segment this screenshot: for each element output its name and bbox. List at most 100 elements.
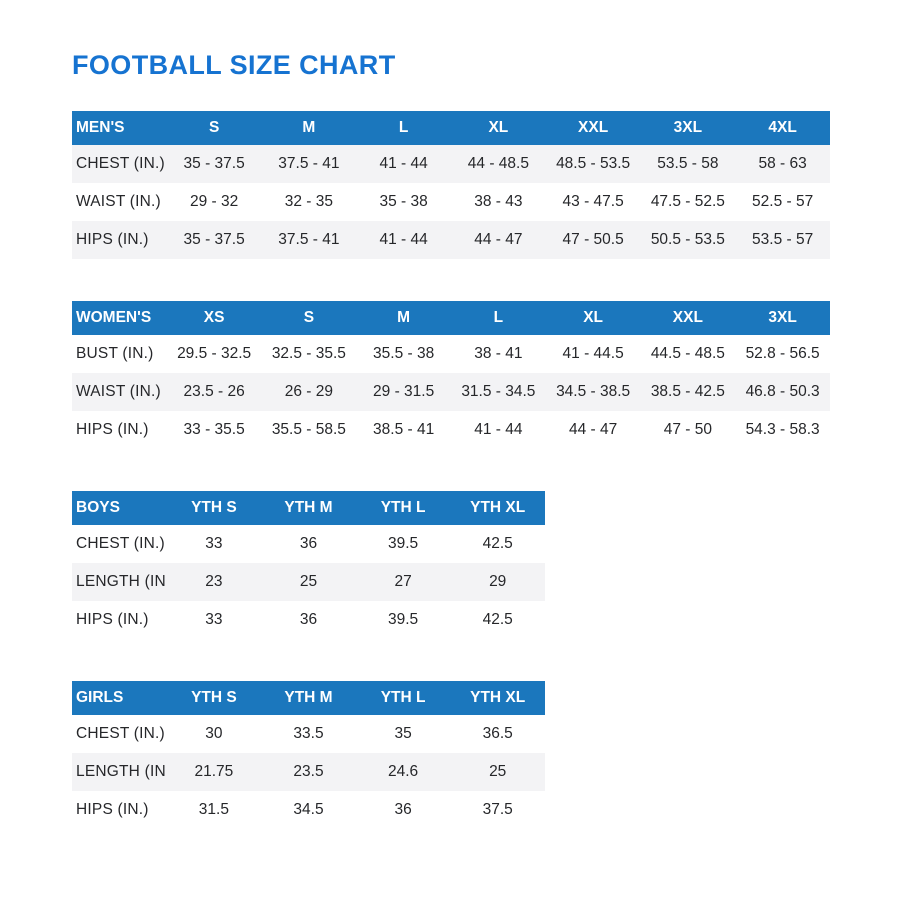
cell-value: 32.5 - 35.5 — [271, 345, 346, 362]
cell-value: 37.5 - 41 — [261, 145, 357, 183]
girls-column-header: YTH M — [261, 681, 356, 715]
mens-column-header: XL — [451, 111, 546, 145]
cell-value: 44 - 48.5 — [451, 145, 546, 183]
cell-value: 31.5 — [198, 801, 229, 818]
cell-value: 47 - 50.5 — [545, 221, 641, 259]
mens-table-title: MEN'S — [72, 111, 167, 145]
womens-table-title: WOMEN'S — [72, 301, 167, 335]
womens-column-header: M — [356, 301, 451, 335]
cell-value: 33 — [205, 535, 223, 552]
girls-column-header: YTH XL — [450, 681, 545, 715]
cell-value: 31.5 - 34.5 — [451, 373, 546, 411]
cell-value: 34.5 - 38.5 — [545, 373, 641, 411]
cell-value: 58 - 63 — [735, 145, 830, 183]
mens-column-header: M — [261, 111, 357, 145]
cell-value: 39.5 — [387, 535, 419, 552]
girls-header-row: GIRLS YTH S YTH M YTH L YTH XL — [72, 681, 545, 715]
cell-value: 35 - 37.5 — [166, 221, 262, 259]
cell-value: 53.5 - 58 — [640, 145, 736, 183]
cell-value: 47 - 50 — [663, 421, 712, 438]
cell-value: 50.5 - 53.5 — [640, 221, 736, 259]
table-row: CHEST (IN.) 35 - 37.5 37.5 - 41 41 - 44 44 -… — [72, 145, 830, 183]
cell-value: 36 — [394, 801, 412, 818]
cell-value: 46.8 - 50.3 — [735, 373, 830, 411]
cell-value: 25 — [261, 563, 356, 601]
cell-value: 39.5 — [387, 611, 419, 628]
womens-column-header: L — [451, 301, 546, 335]
girls-size-table: GIRLS YTH S YTH M YTH L YTH XL CHEST (IN.) 30 3… — [72, 681, 545, 829]
cell-value: 36 — [299, 611, 318, 628]
cell-value: 38 - 41 — [474, 345, 523, 362]
row-label: CHEST (IN.) — [76, 725, 165, 742]
cell-value: 52.5 - 57 — [752, 193, 814, 210]
womens-column-header: 3XL — [735, 301, 830, 335]
table-row: HIPS (IN.) 31.5 34.5 36 37.5 — [72, 791, 545, 829]
table-row: CHEST (IN.) 33 36 39.5 42.5 — [72, 525, 545, 563]
cell-value: 23.5 — [261, 753, 356, 791]
table-row: LENGTH (IN.) 21.75 23.5 24.6 25 — [72, 753, 545, 791]
cell-value: 23 — [166, 563, 262, 601]
womens-header-row: WOMEN'S XS S M L XL XXL 3XL — [72, 301, 830, 335]
womens-column-header: XXL — [640, 301, 736, 335]
cell-value: 54.3 - 58.3 — [745, 421, 820, 438]
table-row: BUST (IN.) 29.5 - 32.5 32.5 - 35.5 35.5 - 3… — [72, 335, 830, 373]
cell-value: 23.5 - 26 — [166, 373, 262, 411]
cell-value: 32 - 35 — [284, 193, 333, 210]
womens-column-header: XL — [545, 301, 641, 335]
womens-column-header: XS — [166, 301, 262, 335]
row-label: WAIST (IN.) — [76, 193, 161, 210]
cell-value: 29.5 - 32.5 — [177, 345, 252, 362]
cell-value: 38.5 - 41 — [373, 421, 435, 438]
cell-value: 47.5 - 52.5 — [650, 193, 725, 210]
cell-value: 35 — [394, 725, 412, 742]
boys-column-header: YTH L — [355, 491, 451, 525]
boys-table-title: BOYS — [72, 491, 167, 525]
mens-column-header: L — [356, 111, 451, 145]
cell-value: 29 - 32 — [189, 193, 239, 210]
row-label: WAIST (IN.) — [72, 373, 167, 411]
cell-value: 37.5 — [482, 801, 513, 818]
table-row: LENGTH (IN.) 23 25 27 29 — [72, 563, 545, 601]
boys-header-row: BOYS YTH S YTH M YTH L YTH XL — [72, 491, 545, 525]
womens-size-table: WOMEN'S XS S M L XL XXL 3XL BUST (IN.) 29.5 - 32.… — [72, 301, 830, 449]
table-row: WAIST (IN.) 29 - 32 32 - 35 35 - 38 38 - 43 4… — [72, 183, 830, 221]
cell-value: 36 — [299, 535, 318, 552]
row-label: LENGTH (IN.) — [72, 563, 167, 601]
page-title: FOOTBALL SIZE CHART — [72, 50, 396, 80]
girls-column-header: YTH S — [166, 681, 262, 715]
cell-value: 36.5 — [482, 725, 513, 742]
cell-value: 42.5 — [482, 611, 513, 628]
mens-size-table: MEN'S S M L XL XXL 3XL 4XL CHEST (IN.) 35 - 37.5 3… — [72, 111, 830, 259]
cell-value: 43 - 47.5 — [562, 193, 624, 210]
girls-table-title: GIRLS — [72, 681, 167, 715]
table-row: HIPS (IN.) 33 - 35.5 35.5 - 58.5 38.5 - 41 4… — [72, 411, 830, 449]
cell-value: 26 - 29 — [261, 373, 357, 411]
cell-value: 24.6 — [355, 753, 451, 791]
row-label: CHEST (IN.) — [76, 535, 165, 552]
cell-value: 44 - 47 — [568, 421, 618, 438]
mens-column-header: XXL — [545, 111, 641, 145]
row-label: HIPS (IN.) — [72, 221, 167, 259]
cell-value: 25 — [450, 753, 545, 791]
row-label: HIPS (IN.) — [76, 801, 149, 818]
cell-value: 38 - 43 — [474, 193, 523, 210]
mens-column-header: 4XL — [735, 111, 830, 145]
boys-column-header: YTH M — [261, 491, 356, 525]
row-label: CHEST (IN.) — [72, 145, 167, 183]
row-label: BUST (IN.) — [76, 345, 154, 362]
row-label: HIPS (IN.) — [76, 611, 149, 628]
cell-value: 41 - 44 — [474, 421, 523, 438]
boys-column-header: YTH XL — [450, 491, 545, 525]
cell-value: 38.5 - 42.5 — [640, 373, 736, 411]
cell-value: 41 - 44.5 — [562, 345, 624, 362]
cell-value: 34.5 — [293, 801, 324, 818]
boys-column-header: YTH S — [166, 491, 262, 525]
cell-value: 37.5 - 41 — [261, 221, 357, 259]
cell-value: 42.5 — [482, 535, 513, 552]
cell-value: 33.5 — [293, 725, 324, 742]
row-label: LENGTH (IN.) — [72, 753, 167, 791]
womens-column-header: S — [261, 301, 357, 335]
cell-value: 35 - 38 — [379, 193, 428, 210]
table-row: HIPS (IN.) 33 36 39.5 42.5 — [72, 601, 545, 639]
